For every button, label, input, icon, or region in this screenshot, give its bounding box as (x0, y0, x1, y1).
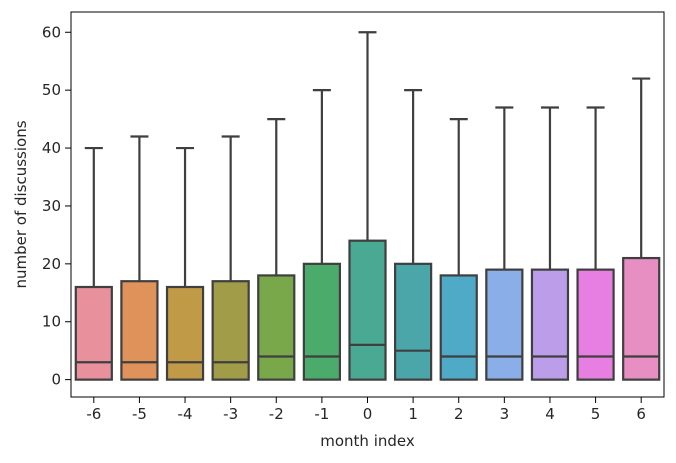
x-tick-label: -4 (178, 405, 193, 423)
x-axis-title: month index (320, 432, 415, 450)
box-group (439, 118, 478, 381)
y-tick-label: 60 (42, 23, 61, 41)
x-tick-label: 4 (545, 405, 555, 423)
box (530, 268, 570, 381)
box (348, 239, 387, 381)
box (257, 274, 296, 381)
box (120, 280, 159, 381)
x-tick-label: 5 (591, 405, 601, 423)
x-tick-label: -3 (223, 405, 238, 423)
box (211, 280, 250, 381)
x-tick-label: 0 (363, 405, 373, 423)
box-group (485, 106, 524, 381)
x-tick-label: 3 (500, 405, 510, 423)
x-tick-label: -2 (269, 405, 284, 423)
box (576, 268, 615, 381)
x-tick-label: -6 (86, 405, 101, 423)
y-tick-label: 0 (51, 371, 61, 389)
x-tick-label: 2 (454, 405, 464, 423)
box-group (302, 89, 342, 381)
y-axis-title: number of discussions (12, 120, 30, 288)
box-group (165, 146, 205, 381)
box-group (257, 118, 296, 381)
box-group (120, 135, 159, 381)
y-tick-label: 30 (42, 197, 61, 215)
y-tick-label: 40 (42, 139, 61, 157)
box (165, 285, 205, 381)
x-tick-label: 1 (408, 405, 418, 423)
box (74, 285, 113, 381)
x-tick-label: -5 (132, 405, 147, 423)
box-group (622, 77, 661, 381)
y-tick-label: 20 (42, 255, 61, 273)
box (439, 274, 478, 381)
x-tick-label: -1 (314, 405, 329, 423)
axes-layer: 0 10 20 30 40 50 60 -6 -5 -4 -3 -2 -1 0 1 2 3 4 5 6 (42, 23, 646, 423)
box-group (74, 146, 113, 381)
box-group (211, 135, 250, 381)
box (302, 262, 342, 381)
box (393, 262, 433, 381)
boxes-layer (74, 31, 661, 381)
plot-frame (70, 11, 665, 398)
box-group (393, 89, 433, 381)
box (485, 268, 524, 381)
box-group (530, 106, 570, 381)
box-group (576, 106, 615, 381)
box (622, 256, 661, 381)
box-group (348, 31, 387, 381)
y-tick-label: 50 (42, 81, 61, 99)
x-tick-label: 6 (636, 405, 646, 423)
y-tick-label: 10 (42, 313, 61, 331)
